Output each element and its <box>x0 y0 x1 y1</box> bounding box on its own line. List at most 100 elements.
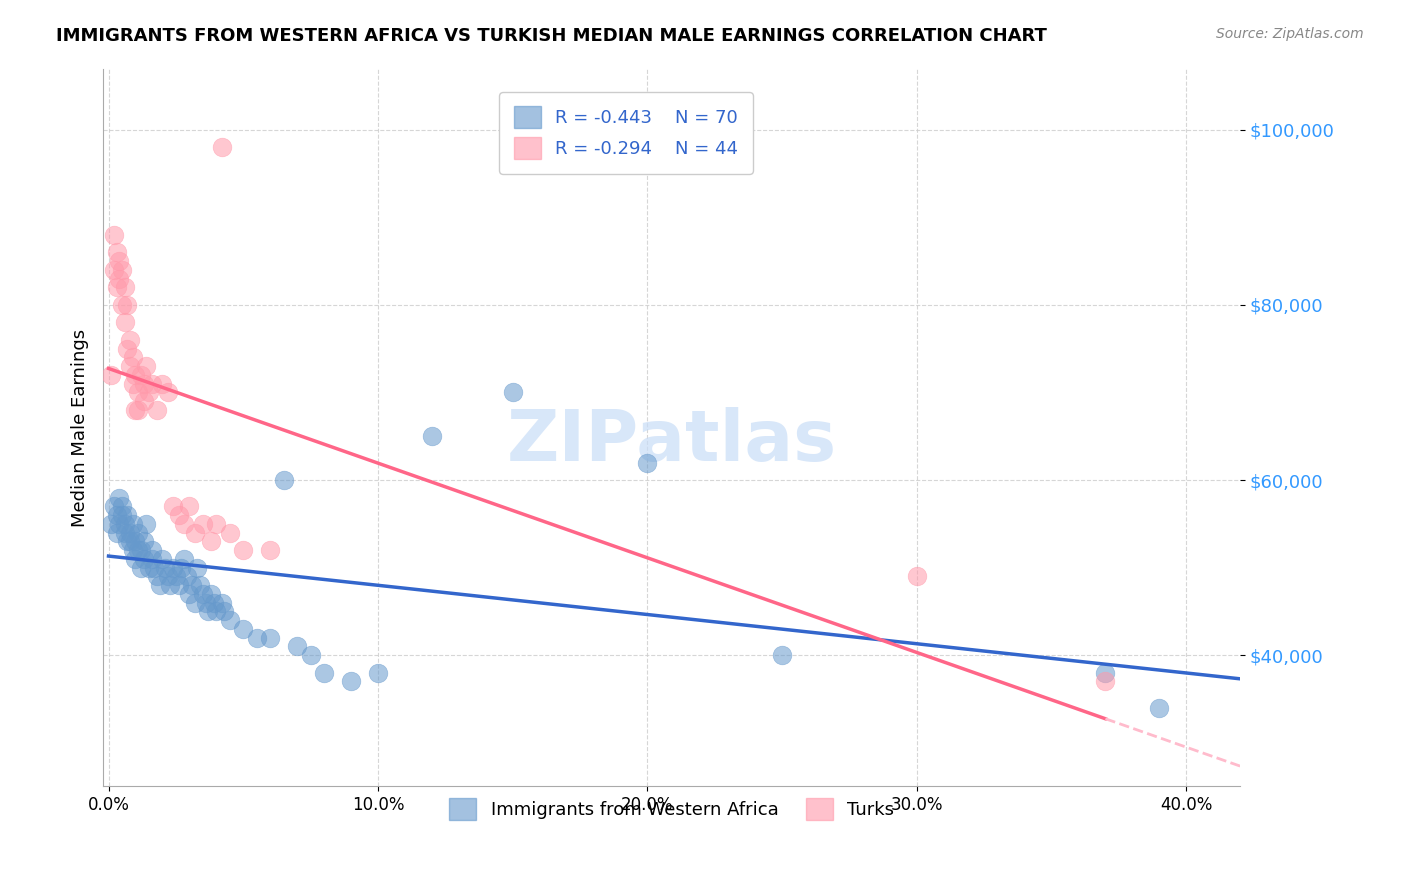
Point <box>105 525 128 540</box>
Point <box>124 368 146 382</box>
Point <box>218 525 240 540</box>
Point <box>121 376 143 391</box>
Point <box>299 648 322 662</box>
Point <box>173 551 195 566</box>
Point <box>127 403 149 417</box>
Point <box>218 613 240 627</box>
Point <box>146 569 169 583</box>
Point <box>502 385 524 400</box>
Point <box>232 543 254 558</box>
Point <box>211 140 233 154</box>
Text: Source: ZipAtlas.com: Source: ZipAtlas.com <box>1216 27 1364 41</box>
Point <box>105 245 128 260</box>
Legend: Immigrants from Western Africa, Turks: Immigrants from Western Africa, Turks <box>434 784 908 835</box>
Point <box>259 631 281 645</box>
Point <box>156 385 179 400</box>
Point <box>111 508 134 522</box>
Point <box>152 376 174 391</box>
Point <box>103 263 125 277</box>
Point <box>141 376 163 391</box>
Point <box>159 578 181 592</box>
Point <box>129 560 152 574</box>
Point <box>200 587 222 601</box>
Point <box>191 587 214 601</box>
Point <box>770 648 793 662</box>
Point <box>108 254 131 268</box>
Point <box>121 516 143 531</box>
Point <box>184 525 207 540</box>
Point <box>120 359 142 374</box>
Point <box>205 516 228 531</box>
Point <box>108 271 131 285</box>
Point <box>179 500 201 514</box>
Point <box>181 578 204 592</box>
Point <box>129 543 152 558</box>
Point <box>194 596 217 610</box>
Point <box>117 534 139 549</box>
Point <box>367 665 389 680</box>
Point <box>232 622 254 636</box>
Point <box>200 534 222 549</box>
Point <box>165 569 187 583</box>
Point <box>132 376 155 391</box>
Point <box>105 280 128 294</box>
Point <box>143 560 166 574</box>
Point <box>138 560 160 574</box>
Point <box>100 516 122 531</box>
Point <box>117 342 139 356</box>
Point <box>285 640 308 654</box>
Point <box>1094 674 1116 689</box>
Point <box>111 298 134 312</box>
Point <box>124 551 146 566</box>
Point <box>120 525 142 540</box>
Point <box>167 578 190 592</box>
Point <box>179 587 201 601</box>
Point <box>176 569 198 583</box>
Point <box>153 560 176 574</box>
Point <box>127 525 149 540</box>
Point <box>117 298 139 312</box>
Point <box>120 534 142 549</box>
Point <box>156 569 179 583</box>
Point <box>135 516 157 531</box>
Point <box>111 500 134 514</box>
Point <box>132 534 155 549</box>
Point <box>312 665 335 680</box>
Point <box>111 263 134 277</box>
Point <box>186 560 208 574</box>
Point <box>146 403 169 417</box>
Point <box>114 315 136 329</box>
Point <box>188 578 211 592</box>
Point <box>173 516 195 531</box>
Point <box>162 560 184 574</box>
Point <box>127 385 149 400</box>
Point <box>170 560 193 574</box>
Point <box>114 525 136 540</box>
Point <box>636 456 658 470</box>
Point <box>120 333 142 347</box>
Point <box>214 604 236 618</box>
Point <box>127 543 149 558</box>
Point <box>103 227 125 242</box>
Point <box>420 429 443 443</box>
Point <box>205 604 228 618</box>
Point <box>149 578 172 592</box>
Point <box>124 403 146 417</box>
Point <box>246 631 269 645</box>
Point <box>1094 665 1116 680</box>
Point <box>1149 700 1171 714</box>
Point <box>135 359 157 374</box>
Text: IMMIGRANTS FROM WESTERN AFRICA VS TURKISH MEDIAN MALE EARNINGS CORRELATION CHART: IMMIGRANTS FROM WESTERN AFRICA VS TURKIS… <box>56 27 1047 45</box>
Point <box>273 473 295 487</box>
Point <box>103 500 125 514</box>
Point <box>191 516 214 531</box>
Y-axis label: Median Male Earnings: Median Male Earnings <box>72 328 89 526</box>
Point <box>121 351 143 365</box>
Point <box>162 500 184 514</box>
Point <box>141 543 163 558</box>
Point <box>259 543 281 558</box>
Point <box>152 551 174 566</box>
Point <box>108 516 131 531</box>
Point <box>117 508 139 522</box>
Point <box>141 551 163 566</box>
